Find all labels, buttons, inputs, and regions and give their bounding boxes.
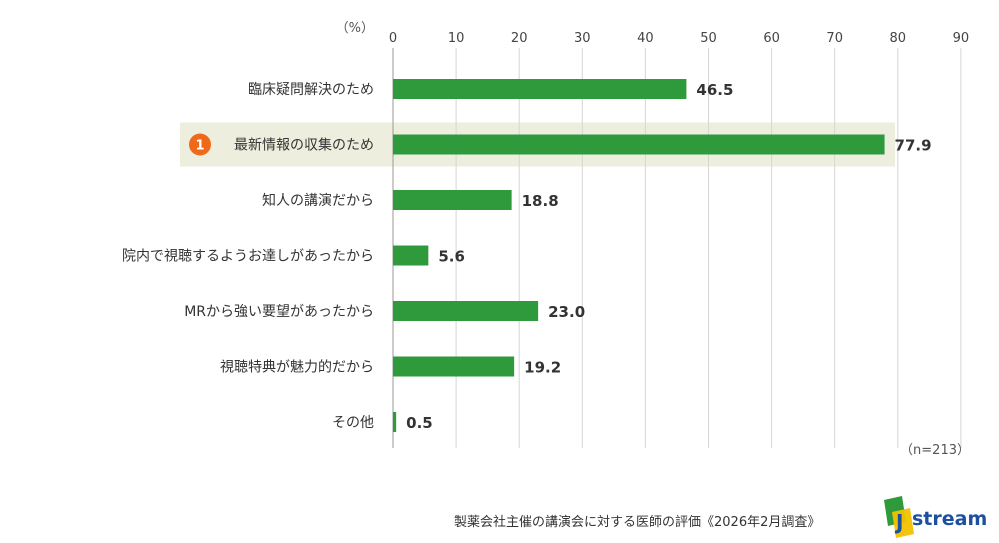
x-tick-label: 60 bbox=[763, 31, 780, 46]
rank-badge-icon bbox=[189, 133, 211, 156]
x-tick-label: 10 bbox=[448, 31, 465, 46]
x-tick-labels: 0 10 20 30 40 50 60 70 80 90 bbox=[389, 31, 969, 46]
x-tick-label: 50 bbox=[700, 31, 717, 46]
bar bbox=[393, 245, 429, 266]
category-label: MRから強い要望があったから bbox=[184, 304, 374, 320]
bars bbox=[393, 79, 885, 432]
axis-unit-label: （%） bbox=[336, 21, 374, 36]
bar bbox=[393, 79, 687, 99]
category-label: 知人の講演だから bbox=[262, 192, 374, 209]
x-tick-label: 90 bbox=[953, 31, 970, 46]
bar bbox=[393, 190, 512, 210]
sample-size-note: （n=213） bbox=[900, 443, 970, 458]
source-caption: 製薬会社主催の講演会に対する医師の評価《2026年2月調査》 bbox=[454, 514, 820, 530]
x-tick-label: 80 bbox=[890, 31, 907, 46]
value-label: 19.2 bbox=[524, 359, 561, 377]
logo-letter: J bbox=[894, 510, 903, 534]
value-label: 77.9 bbox=[895, 137, 932, 155]
rank-badge-number: 1 bbox=[195, 139, 204, 154]
bar bbox=[393, 356, 515, 377]
category-label: 院内で視聴するようお達しがあったから bbox=[122, 249, 374, 265]
jstream-logo: J stream bbox=[884, 496, 987, 538]
x-tick-label: 20 bbox=[511, 31, 528, 46]
value-labels: 46.5 77.9 18.8 5.6 23.0 19.2 0.5 bbox=[406, 81, 931, 432]
bar bbox=[393, 412, 397, 432]
category-label: 最新情報の収集のため bbox=[234, 137, 374, 154]
category-label: 視聴特典が魅力的だから bbox=[220, 360, 374, 376]
x-tick-label: 70 bbox=[826, 31, 843, 46]
x-tick-label: 30 bbox=[574, 31, 591, 46]
category-label: その他 bbox=[332, 415, 374, 431]
category-label: 臨床疑問解決のため bbox=[248, 82, 374, 98]
value-label: 18.8 bbox=[522, 192, 559, 210]
bar bbox=[393, 134, 885, 155]
value-label: 0.5 bbox=[406, 414, 433, 432]
x-tick-label: 40 bbox=[637, 31, 654, 46]
value-label: 23.0 bbox=[548, 303, 585, 321]
x-tick-label: 0 bbox=[389, 31, 397, 46]
jstream-logo-icon: J bbox=[884, 496, 914, 538]
value-label: 5.6 bbox=[438, 248, 465, 266]
logo-text: stream bbox=[912, 508, 987, 530]
gridlines bbox=[392, 48, 962, 448]
bar bbox=[393, 301, 539, 321]
category-labels: 臨床疑問解決のため最新情報の収集のため知人の講演だから院内で視聴するようお達しが… bbox=[122, 82, 374, 431]
value-label: 46.5 bbox=[696, 81, 733, 99]
